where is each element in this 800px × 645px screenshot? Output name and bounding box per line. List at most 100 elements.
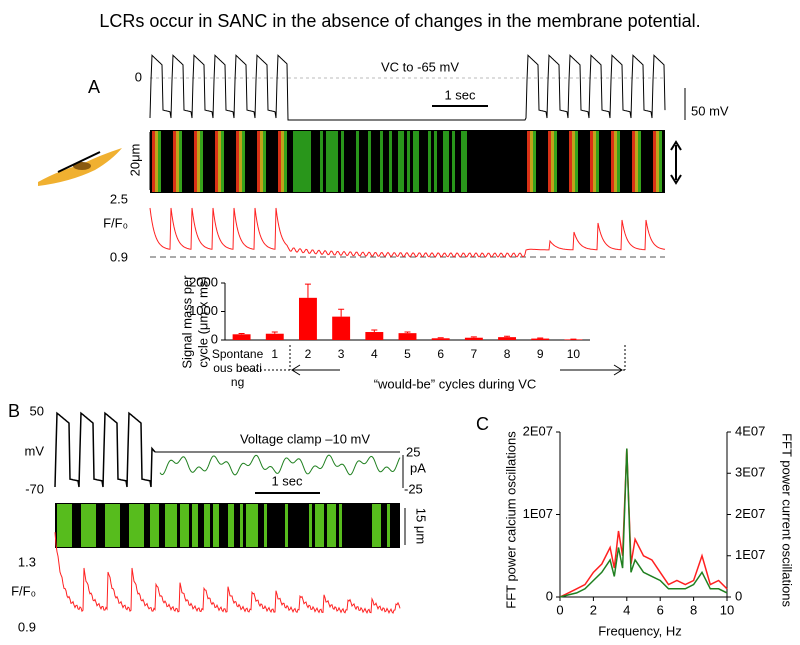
- linescan-band: [617, 131, 620, 192]
- y-tick-label: 2E07: [523, 423, 553, 438]
- bar: [332, 316, 351, 340]
- error-bar: [537, 337, 544, 339]
- linescan-band: [387, 504, 390, 547]
- series-line: [559, 448, 728, 598]
- x-tick-label: 8: [503, 347, 511, 361]
- linescan-band: [380, 131, 383, 192]
- linescan-band: [293, 131, 296, 192]
- i-bottom: -25: [404, 481, 423, 496]
- linescan-band: [195, 504, 198, 547]
- linescan-band: [614, 131, 617, 192]
- panel-label: B: [8, 401, 20, 421]
- y-tick-label: 0: [211, 331, 218, 346]
- linescan-band: [239, 131, 242, 192]
- error-bar: [504, 335, 511, 338]
- linescan-band: [179, 131, 182, 192]
- linescan-band: [341, 131, 344, 192]
- linescan-band: [63, 504, 66, 547]
- linescan-band: [165, 504, 168, 547]
- linescan-band: [398, 131, 401, 192]
- linescan-band: [572, 131, 575, 192]
- v-top: 50: [30, 403, 44, 418]
- bar: [298, 297, 317, 340]
- fluorescence-trace: [149, 207, 666, 258]
- linescan-band: [333, 504, 336, 547]
- ratio-label: F/F₀: [11, 583, 36, 598]
- x-tick-label: 4: [623, 602, 630, 617]
- linescan-band: [194, 131, 197, 192]
- error-bar: [470, 336, 477, 338]
- voltage-trace: [149, 54, 666, 121]
- linescan-band: [111, 504, 114, 547]
- linescan-band: [329, 131, 332, 192]
- ratio-top: 2.5: [110, 191, 128, 206]
- linescan-band: [389, 131, 392, 192]
- linescan-band: [378, 504, 381, 547]
- linescan-band: [332, 131, 335, 192]
- linescan-band: [150, 504, 153, 547]
- linescan-band: [176, 131, 179, 192]
- linescan-band: [173, 131, 176, 192]
- linescan-band: [299, 131, 302, 192]
- linescan-band: [141, 504, 144, 547]
- linescan-band: [305, 131, 308, 192]
- linescan-band: [242, 131, 245, 192]
- linescan-band: [171, 504, 174, 547]
- linescan-band: [611, 131, 614, 192]
- linescan-band: [575, 131, 578, 192]
- linescan-band: [659, 131, 662, 192]
- panel-label: C: [476, 414, 489, 434]
- time-scale: 1 sec: [444, 87, 476, 102]
- x-tick-label: Spontaneous beating: [211, 347, 264, 389]
- linescan-band: [197, 131, 200, 192]
- error-bar: [304, 283, 311, 298]
- current-trace: [159, 454, 401, 476]
- linescan-band: [87, 504, 90, 547]
- linescan-band: [135, 504, 138, 547]
- linescan-band: [413, 131, 416, 192]
- linescan-band: [186, 504, 189, 547]
- linescan-band: [315, 504, 318, 547]
- linescan-band: [204, 504, 207, 547]
- linescan-band: [132, 504, 135, 547]
- linescan-band: [284, 131, 287, 192]
- linescan-band: [129, 504, 132, 547]
- y2-tick-label: 3E07: [735, 465, 765, 480]
- linescan-band: [296, 131, 299, 192]
- bar: [531, 338, 550, 340]
- linescan-band: [527, 131, 530, 192]
- linescan-band: [318, 504, 321, 547]
- linescan-band: [105, 504, 108, 547]
- linescan-band: [192, 504, 195, 547]
- linescan-band: [443, 131, 446, 192]
- linescan-band: [69, 504, 72, 547]
- y2-tick-label: 1E07: [735, 547, 765, 562]
- linescan-band: [656, 131, 659, 192]
- linescan-band: [158, 131, 161, 192]
- space-scale: 15 μm: [414, 508, 429, 544]
- bar: [431, 338, 450, 340]
- linescan-band: [407, 131, 410, 192]
- linescan-band: [320, 131, 323, 192]
- clamp-label: Voltage clamp –10 mV: [240, 431, 370, 446]
- x-tick-label: 10: [566, 347, 581, 361]
- linescan-band: [84, 504, 87, 547]
- error-bar: [338, 308, 345, 317]
- linescan-band: [401, 131, 404, 192]
- linescan-band: [281, 131, 284, 192]
- error-bar: [437, 337, 444, 339]
- ratio-top: 1.3: [18, 554, 36, 569]
- y2-tick-label: 0: [735, 588, 742, 603]
- linescan-band: [221, 131, 224, 192]
- y-tick-label: 1000: [189, 303, 218, 318]
- vc-label: VC to -65 mV: [381, 59, 459, 74]
- linescan-band: [174, 504, 177, 547]
- linescan-band: [263, 131, 266, 192]
- linescan-band: [114, 504, 117, 547]
- linescan-band: [446, 131, 449, 192]
- linescan-band: [308, 131, 311, 192]
- linescan-band: [309, 504, 312, 547]
- linescan-band: [452, 131, 455, 192]
- error-bar: [371, 329, 378, 333]
- linescan-band: [168, 504, 171, 547]
